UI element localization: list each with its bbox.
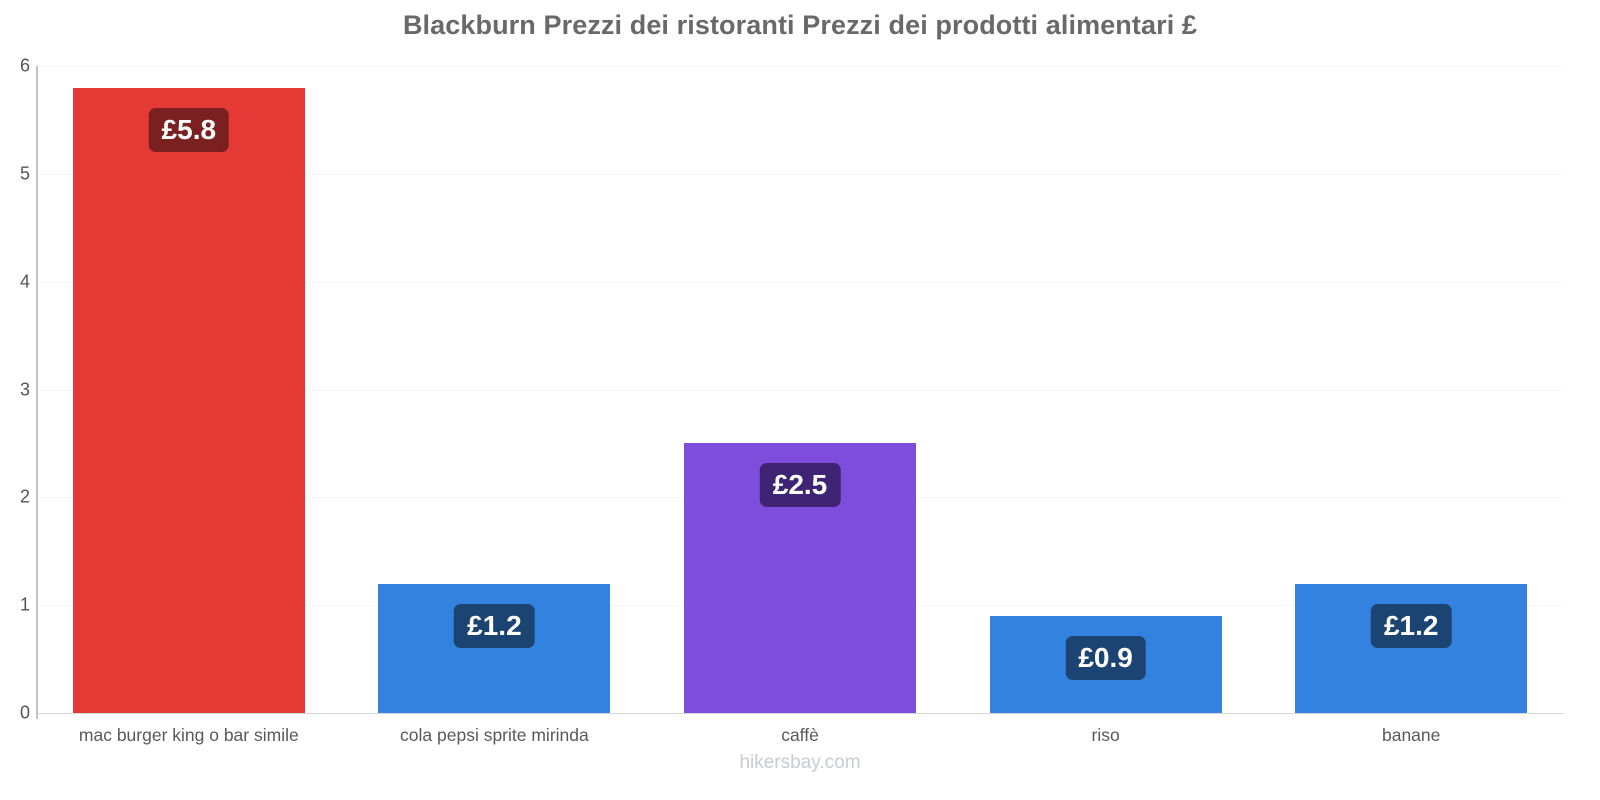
gridline-0: [36, 713, 1564, 714]
bar-value-label: £2.5: [759, 463, 841, 508]
y-tick-label: 2: [19, 486, 30, 507]
bar[interactable]: [72, 87, 305, 713]
y-tick-label: 4: [19, 271, 30, 292]
bar-value-label: £1.2: [454, 603, 535, 648]
y-tick-label: 0: [19, 702, 30, 723]
gridline-4: [36, 281, 1564, 283]
y-tick-label: 5: [19, 163, 30, 184]
bar-value-label: £1.2: [1370, 603, 1452, 648]
gridline-6: [36, 66, 1564, 67]
gridline-3: [36, 389, 1564, 391]
x-axis-category-label: cola pepsi sprite mirinda: [400, 725, 589, 745]
y-tick-label: 6: [19, 55, 30, 76]
y-axis-line: [36, 66, 38, 719]
bar-value-label: £5.8: [148, 107, 230, 152]
x-axis-category-label: banane: [1381, 725, 1441, 745]
x-axis-category-label: caffè: [781, 725, 819, 745]
chart-title: Blackburn Prezzi dei ristoranti Prezzi d…: [402, 10, 1198, 40]
y-tick-label: 3: [19, 379, 30, 399]
gridline-5: [36, 173, 1564, 175]
y-tick-label: 1: [19, 594, 30, 615]
bar-value-label: £0.9: [1065, 635, 1146, 680]
x-axis-category-label: riso: [1091, 725, 1120, 745]
x-axis-category-label: mac burger king o bar simile: [78, 725, 299, 745]
footer-watermark: hikersbay.com: [739, 752, 861, 773]
y-axis-tick-labels: 0 1 2 3 4 5 6: [0, 0, 30, 800]
